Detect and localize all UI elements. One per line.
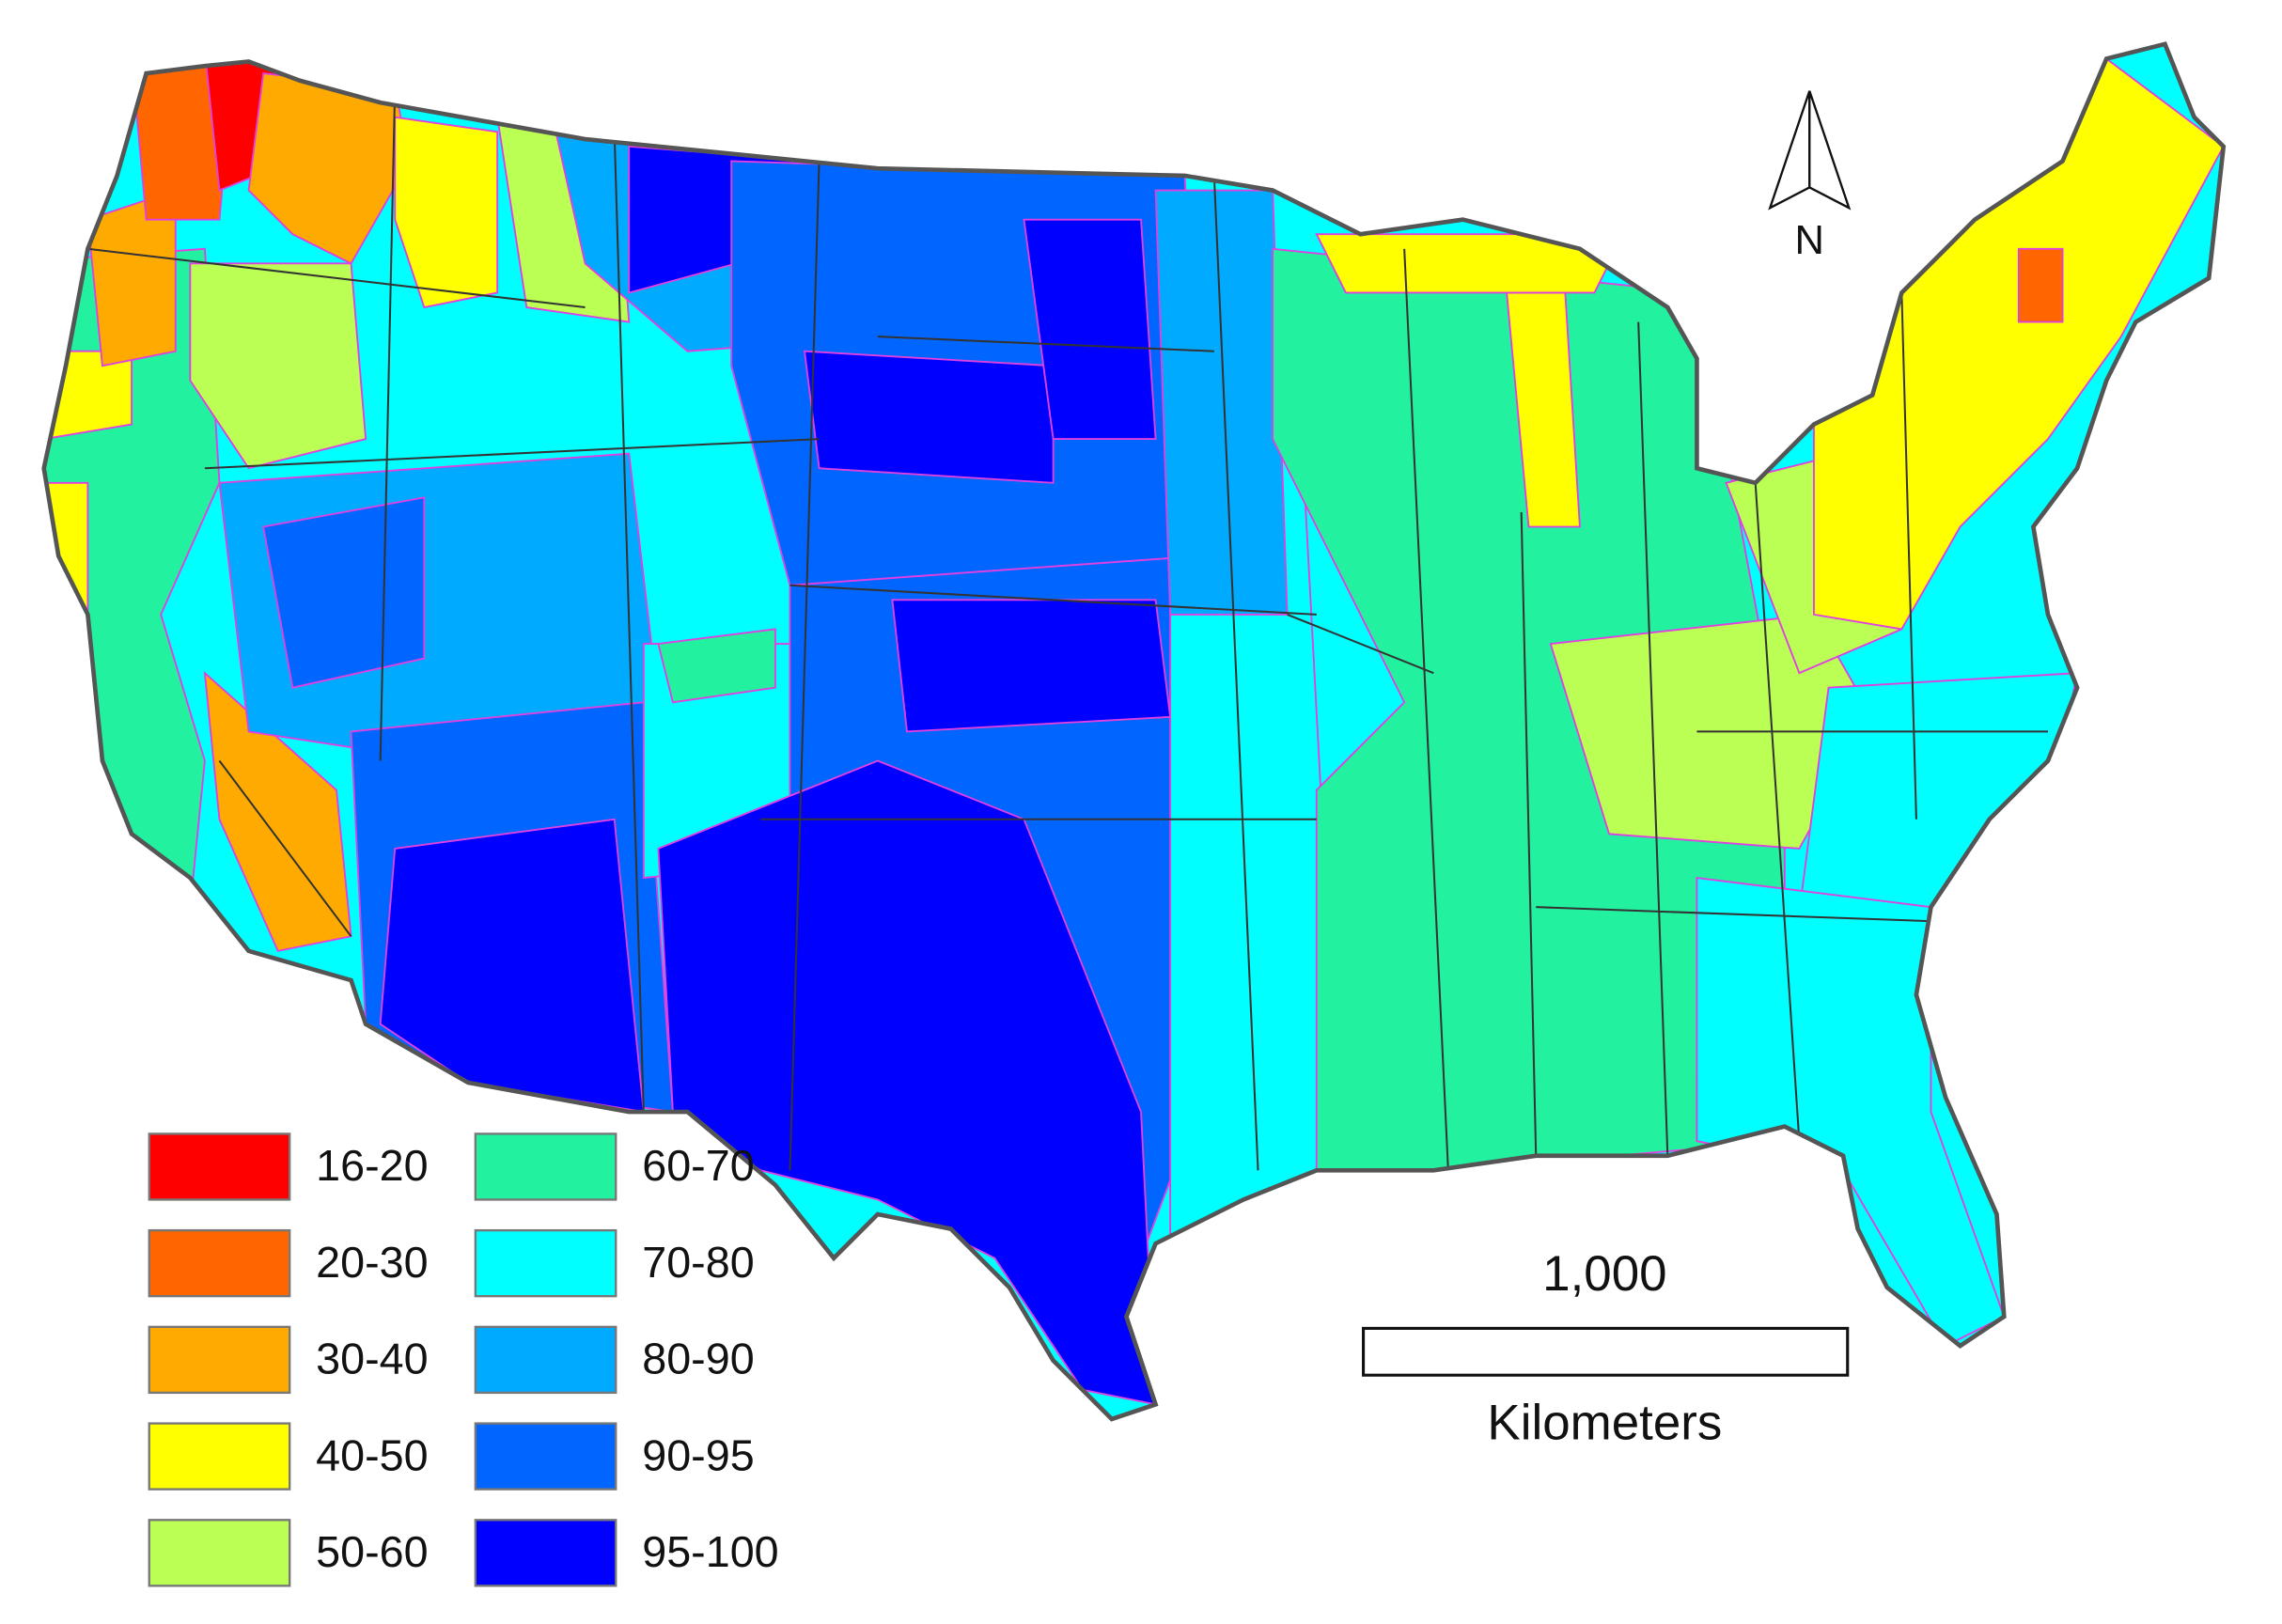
legend-swatch [148,1132,291,1201]
basin-region [2017,247,2064,323]
basin-region [1154,189,1289,616]
legend-swatch [474,1325,617,1395]
basin-region [657,628,776,704]
north-arrow-right [1808,90,1852,211]
scale-rect [1362,1326,1850,1377]
legend-swatch [148,1228,291,1298]
legend-label: 60-70 [642,1141,754,1190]
north-arrow-left [1768,90,1811,211]
legend-label: 80-90 [642,1335,754,1383]
legend-swatch [148,1325,291,1395]
legend-label: 70-80 [642,1238,754,1287]
basin-region [262,496,426,689]
state-boundaries [87,87,2048,1171]
basin-region [1023,218,1157,441]
legend-swatch [474,1228,617,1298]
legend-label: 30-40 [316,1335,428,1383]
scale-bar: 1,000 Kilometers [1362,1246,1850,1451]
legend-label: 40-50 [316,1430,428,1479]
basin-region [379,818,645,1114]
basin-region [803,350,1055,484]
basin-region [189,262,367,470]
legend-swatch [474,1132,617,1201]
legend-swatch [148,1422,291,1491]
north-arrow: N [1768,90,1852,263]
legend-label: 16-20 [316,1141,428,1190]
state-line [87,87,2048,1171]
legend: 16-20 20-30 30-40 40-50 50-60 60-70 70-80 80-90… [148,1132,779,1587]
legend-swatch [474,1519,617,1587]
scale-unit: Kilometers [1487,1396,1722,1451]
basin-region [394,116,499,309]
legend-label: 95-100 [642,1527,778,1576]
legend-label: 20-30 [316,1238,428,1287]
north-label: N [1795,218,1824,263]
legend-label: 50-60 [316,1527,428,1576]
scale-value: 1,000 [1542,1246,1666,1302]
basin-region [203,670,352,952]
basin-region [1315,233,1626,294]
legend-swatch [148,1519,291,1587]
legend-label: 90-95 [642,1430,754,1479]
basin-region [891,599,1172,733]
basin-region [43,350,133,441]
basin-region [1696,876,2006,1348]
legend-swatch [474,1422,617,1491]
